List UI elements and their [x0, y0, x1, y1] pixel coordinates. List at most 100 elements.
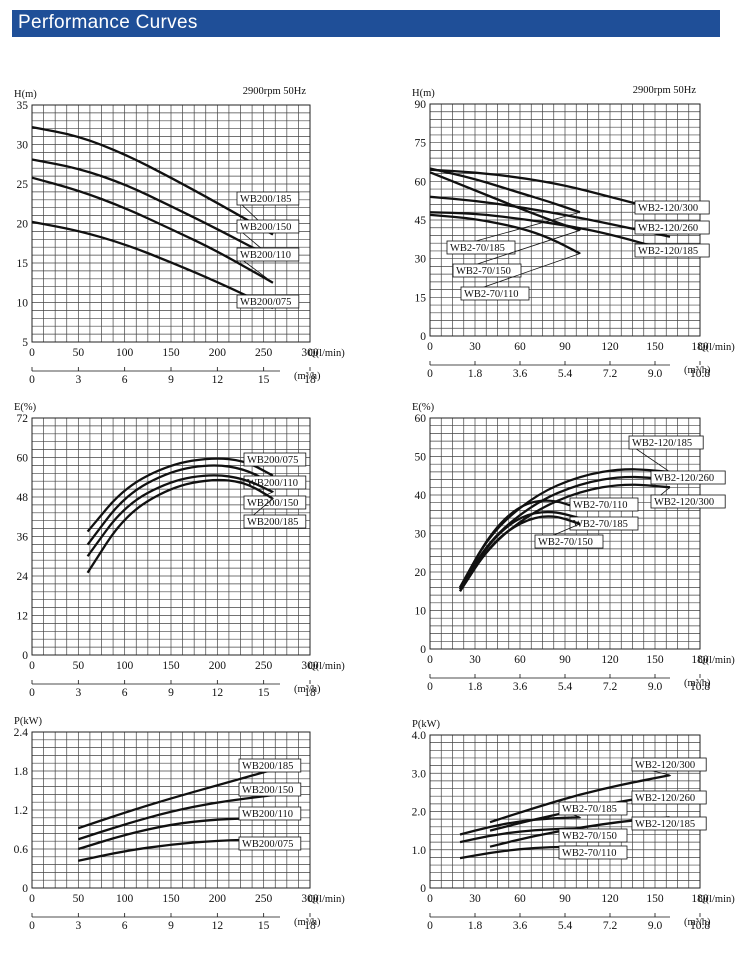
series-label: WB200/075 [242, 839, 293, 850]
x2-tick-label: 15 [258, 920, 270, 932]
y-tick-label: 30 [415, 529, 427, 541]
y-tick-label: 40 [415, 490, 427, 502]
y-tick-label: 36 [17, 532, 29, 544]
x-tick-label: 100 [116, 660, 134, 672]
x-tick-label: 180 [691, 654, 709, 666]
series-label: WB200/150 [240, 222, 291, 233]
series-label: WB2-120/260 [638, 223, 698, 234]
y-tick-label: 0 [22, 883, 28, 895]
series-label-box [650, 470, 726, 485]
series-label: WB2-70/185 [573, 519, 628, 530]
x2-tick-label: 1.8 [468, 920, 483, 932]
curve-WB2-70/185 [459, 510, 581, 590]
x-tick-label: 0 [427, 341, 433, 353]
x-tick-label: 180 [691, 341, 709, 353]
series-label-box [631, 790, 707, 805]
x-tick-label: 150 [162, 893, 180, 905]
y-tick-label: 30 [17, 140, 29, 152]
y-tick-label: 1.2 [14, 805, 29, 817]
y-tick-label: 0 [22, 650, 28, 662]
series-label-box [558, 828, 628, 843]
y-tick-label: 60 [415, 176, 427, 188]
page-title: Performance Curves [18, 12, 198, 33]
y-axis-title: H(m) [412, 88, 435, 99]
x2-tick-label: 9.0 [648, 920, 663, 932]
x2-tick-label: 7.2 [603, 920, 618, 932]
series-label: WB200/075 [240, 297, 291, 308]
x-tick-label: 50 [73, 347, 85, 359]
curve-WB2-70/150 [459, 515, 581, 592]
y-tick-label: 12 [17, 611, 29, 623]
x2-tick-label: 6 [122, 374, 128, 386]
series-label: WB200/185 [242, 761, 293, 772]
y-tick-label: 24 [17, 571, 29, 583]
y-tick-label: 30 [415, 254, 427, 266]
series-label-box [569, 516, 639, 531]
series-label: WB2-70/185 [450, 243, 505, 254]
x-tick-label: 0 [427, 654, 433, 666]
x2-tick-label: 1.8 [468, 368, 483, 380]
y-tick-label: 60 [17, 453, 29, 465]
x2-axis-title: (m³/h) [684, 917, 711, 928]
series-label-box [238, 758, 302, 773]
series-label-box [631, 757, 707, 772]
series-label: WB2-70/110 [464, 289, 518, 300]
x2-tick-label: 3.6 [513, 681, 528, 693]
x2-tick-label: 3 [75, 374, 81, 386]
y-tick-label: 4.0 [412, 730, 427, 742]
curve-WB2-70/150 [429, 171, 581, 232]
x2-tick-label: 0 [427, 920, 433, 932]
x-tick-label: 120 [601, 341, 619, 353]
chart-wb2-head: 0 15 30 45 60 75 90 0 30 60 90 120 150 180 0 1.8 3.6 5.4 7… [412, 85, 735, 380]
y-tick-label: 35 [17, 100, 29, 112]
curve-WB2-70/185 [429, 167, 581, 214]
series-label: WB2-120/300 [638, 203, 698, 214]
x2-tick-label: 0 [427, 681, 433, 693]
x2-axis-title: (m³/h) [684, 678, 711, 689]
x2-tick-label: 18 [304, 920, 316, 932]
series-label: WB2-120/185 [632, 438, 692, 449]
curve-WB2-70/110 [429, 213, 581, 255]
y-tick-label: 5 [22, 337, 28, 349]
x-tick-label: 300 [301, 347, 319, 359]
y-tick-label: 25 [17, 179, 29, 191]
x2-tick-label: 9.0 [648, 368, 663, 380]
x-tick-label: 0 [427, 893, 433, 905]
x-tick-label: 50 [73, 893, 85, 905]
x-tick-label: 150 [646, 654, 664, 666]
series-label: WB2-120/260 [654, 473, 714, 484]
series-label-box [238, 806, 302, 821]
y-tick-label: 0 [420, 883, 426, 895]
x2-tick-label: 7.2 [603, 368, 618, 380]
x2-tick-label: 15 [258, 687, 270, 699]
x-tick-label: 30 [469, 654, 481, 666]
series-label: WB200/075 [247, 455, 298, 466]
y-tick-label: 75 [415, 138, 427, 150]
series-label-box [236, 191, 300, 206]
x-tick-label: 90 [559, 341, 571, 353]
x2-tick-label: 3 [75, 920, 81, 932]
x-tick-label: 60 [514, 893, 526, 905]
series-label-box [243, 452, 307, 467]
y-tick-label: 1.8 [14, 766, 29, 778]
x-tick-label: 50 [73, 660, 85, 672]
y-tick-label: 20 [415, 567, 427, 579]
series-label: WB2-120/300 [654, 497, 714, 508]
curve-WB2-70/110 [458, 499, 581, 588]
plot-frame [31, 104, 311, 343]
x2-tick-label: 5.4 [558, 920, 573, 932]
y-tick-label: 0.6 [14, 844, 29, 856]
curve-WB200/150 [77, 793, 274, 841]
y-tick-label: 0 [420, 644, 426, 656]
x-tick-label: 150 [646, 341, 664, 353]
y-tick-label: 10 [415, 606, 427, 618]
x2-tick-label: 10.8 [690, 681, 710, 693]
plot-frame [429, 734, 701, 889]
x-axis-title: Q(l/min) [698, 894, 735, 905]
x2-tick-label: 3.6 [513, 920, 528, 932]
x2-tick-label: 12 [212, 374, 224, 386]
chart-wb2-eff: 0 10 20 30 40 50 60 0 30 60 90 120 150 180 0 1.8 3.6 5.4 7… [412, 402, 735, 693]
x2-tick-label: 10.8 [690, 920, 710, 932]
x-tick-label: 60 [514, 654, 526, 666]
